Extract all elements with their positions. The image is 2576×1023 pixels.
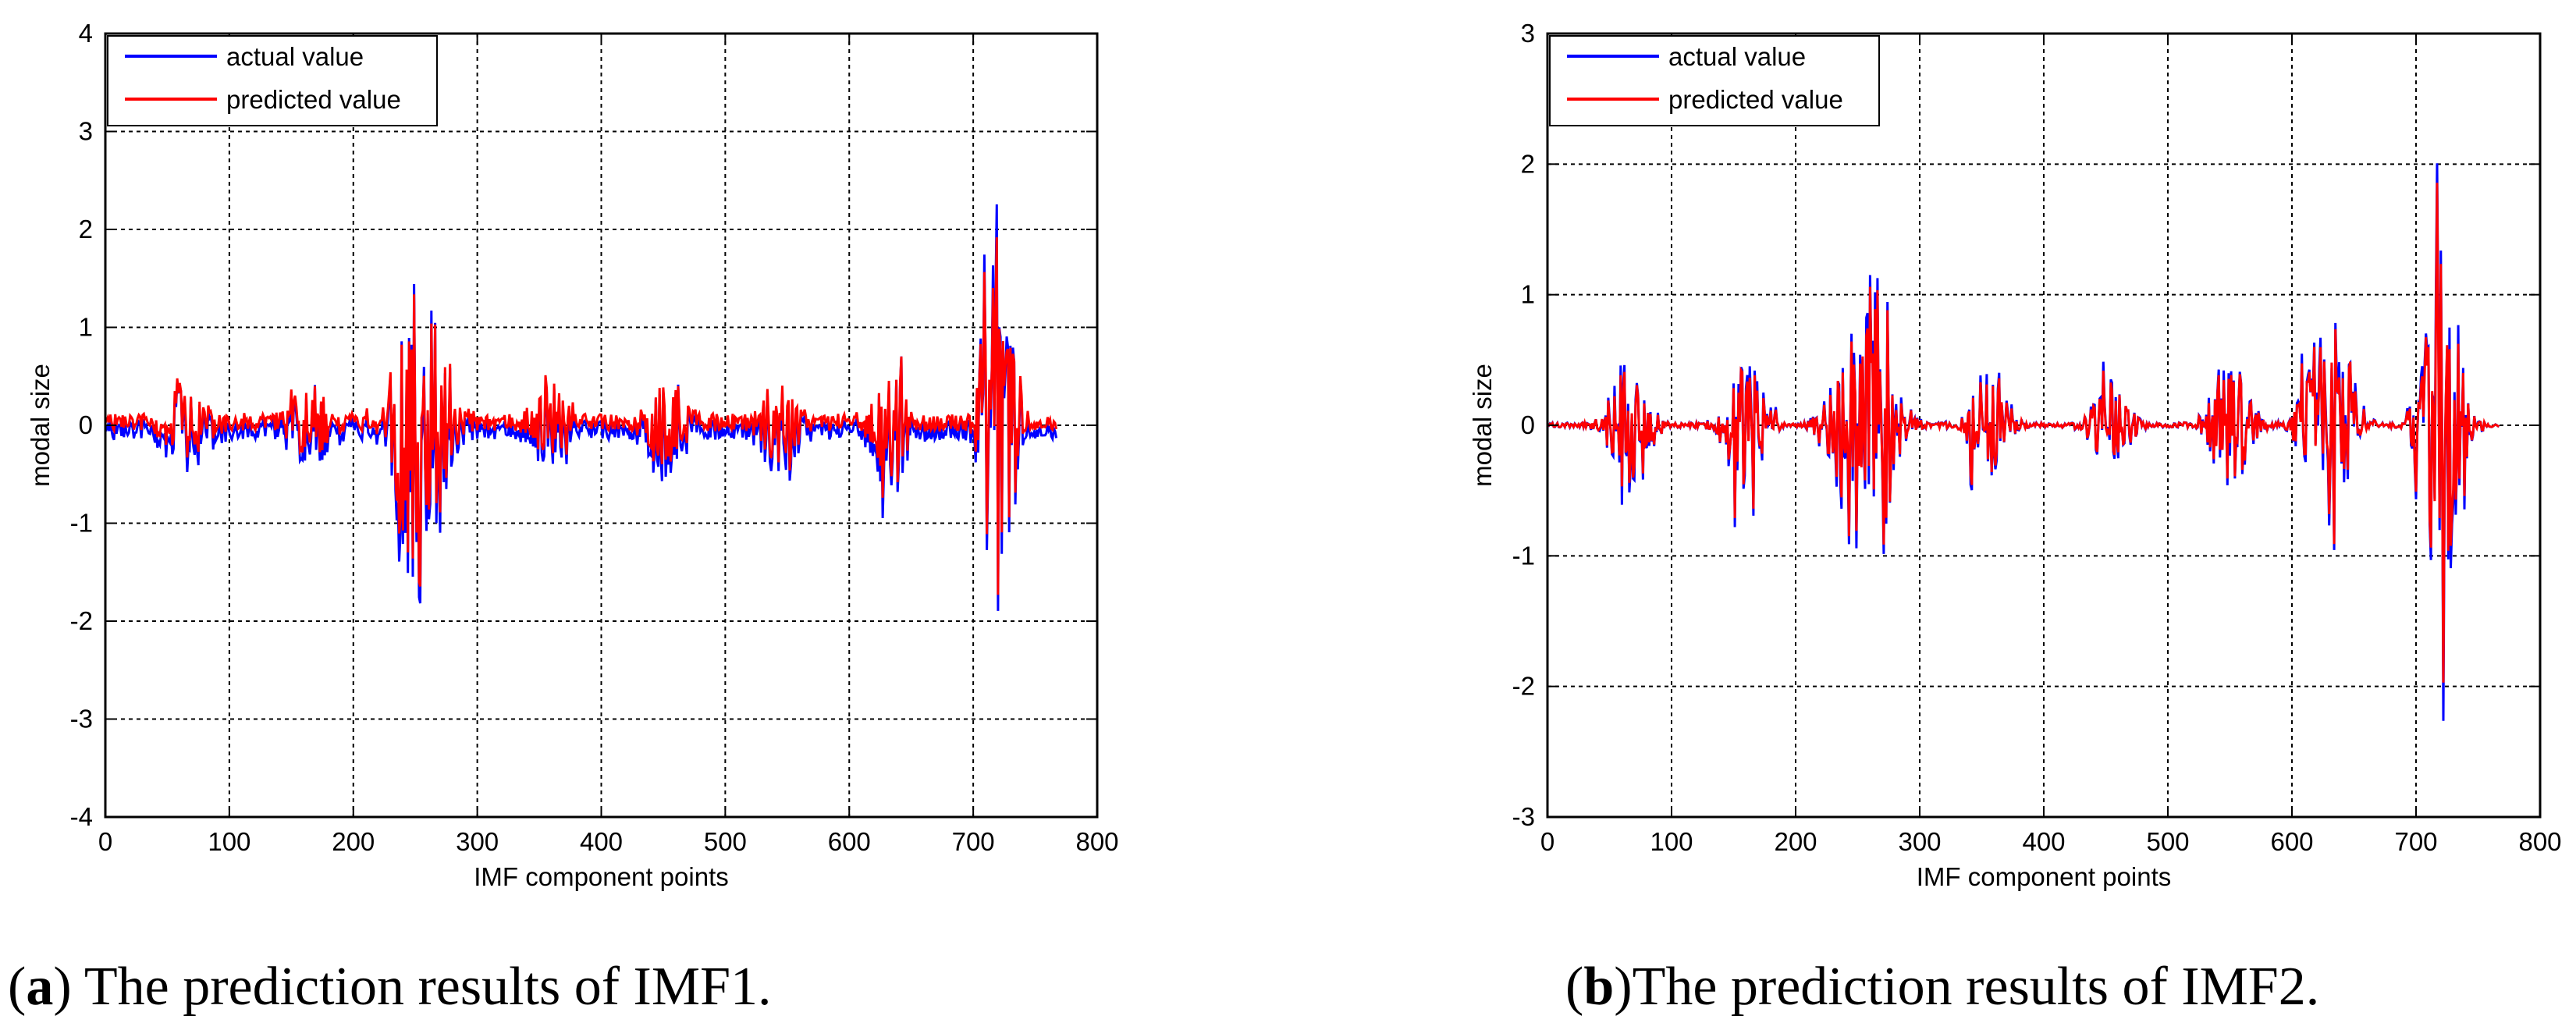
y-tick-label: -2 — [70, 606, 93, 635]
x-tick-label: 500 — [2146, 827, 2189, 856]
x-tick-label: 100 — [208, 827, 250, 856]
y-tick-label: -3 — [1512, 802, 1535, 831]
caption-b-text: The prediction results of IMF2. — [1632, 957, 2320, 1017]
x-tick-label: 300 — [1898, 827, 1941, 856]
x-axis-label: IMF component points — [474, 862, 729, 891]
x-tick-label: 200 — [332, 827, 375, 856]
series-line-actual-value — [104, 204, 1058, 611]
x-tick-label: 500 — [704, 827, 747, 856]
series-line-predicted-value — [1547, 183, 2500, 683]
x-tick-label: 800 — [1075, 827, 1118, 856]
x-tick-label: 400 — [2022, 827, 2065, 856]
legend-label: predicted value — [1668, 85, 1843, 114]
x-axis-label: IMF component points — [1917, 862, 2172, 891]
legend: actual value predicted value — [1549, 35, 1880, 126]
caption-a-label: a — [26, 957, 54, 1017]
caption-a-text: The prediction results of IMF1. — [83, 957, 772, 1017]
y-tick-label: 1 — [1521, 280, 1535, 309]
x-tick-label: 600 — [2270, 827, 2313, 856]
y-tick-label: -1 — [70, 509, 93, 538]
x-tick-label: 300 — [456, 827, 499, 856]
y-tick-label: 2 — [79, 215, 93, 243]
chart-a: 0 100 200 300 400 500 600 700 800 -4 -3 -2 -1 0 1 2 3 4 IM… — [26, 19, 1119, 891]
y-tick-label: 3 — [1521, 19, 1535, 48]
series-line-predicted-value — [104, 237, 1058, 595]
x-tick-label: 700 — [2394, 827, 2437, 856]
y-tick-label: 3 — [79, 117, 93, 146]
legend-label: actual value — [1668, 42, 1806, 71]
y-tick-label: -3 — [70, 705, 93, 734]
y-tick-label: -2 — [1512, 672, 1535, 701]
series-line-actual-value — [1547, 163, 2500, 721]
y-tick-label: 1 — [79, 313, 93, 342]
legend-label: actual value — [226, 42, 364, 71]
y-axis-label: modal size — [26, 364, 55, 487]
caption-b: (b)The prediction results of IMF2. — [1565, 957, 2320, 1017]
x-tick-label: 0 — [98, 827, 112, 856]
x-tick-label: 600 — [828, 827, 871, 856]
x-tick-label: 700 — [952, 827, 995, 856]
caption-a: (a) The prediction results of IMF1. — [8, 957, 772, 1017]
legend-label: predicted value — [226, 85, 401, 114]
x-tick-label: 0 — [1540, 827, 1554, 856]
x-tick-label: 800 — [2518, 827, 2561, 856]
y-tick-label: -1 — [1512, 541, 1535, 570]
legend-box — [1549, 35, 1880, 126]
x-tick-label: 400 — [580, 827, 623, 856]
chart-b: 0 100 200 300 400 500 600 700 800 -3 -2 -1 0 1 2 3 IMF c… — [1468, 19, 2562, 891]
y-tick-label: 4 — [79, 19, 93, 48]
y-tick-label: 0 — [1521, 410, 1535, 439]
caption-b-label: b — [1583, 957, 1615, 1017]
y-tick-label: 0 — [79, 410, 93, 439]
y-axis-label: modal size — [1468, 364, 1497, 487]
legend-box — [107, 35, 438, 126]
legend: actual value predicted value — [107, 35, 438, 126]
x-tick-label: 200 — [1774, 827, 1817, 856]
y-tick-label: -4 — [70, 802, 93, 831]
y-tick-label: 2 — [1521, 149, 1535, 178]
x-tick-label: 100 — [1650, 827, 1693, 856]
